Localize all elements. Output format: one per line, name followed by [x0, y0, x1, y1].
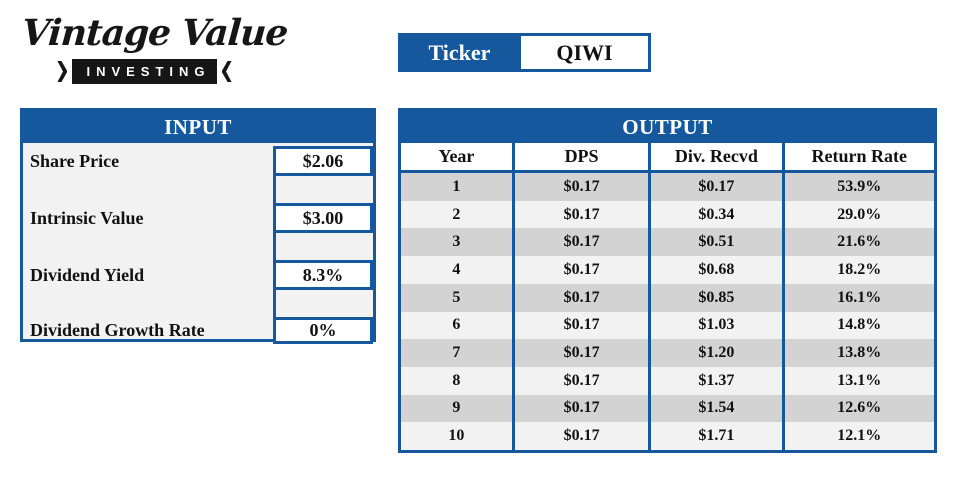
table-cell: $0.17 — [648, 173, 781, 201]
table-cell: 21.6% — [781, 228, 934, 257]
share-price-value-cell[interactable]: $2.06 — [273, 146, 373, 176]
intrinsic-value-label: Intrinsic Value — [30, 207, 144, 228]
table-cell: $0.34 — [648, 200, 781, 229]
table-cell: $0.68 — [648, 256, 781, 284]
table-row: 5 $0.17 $0.85 16.1% — [401, 283, 934, 312]
logo-title: Vintage Value — [20, 12, 289, 54]
table-cell: 29.0% — [781, 200, 934, 229]
table-cell: $0.51 — [648, 228, 781, 257]
table-row: 6 $0.17 $1.03 14.8% — [401, 311, 934, 340]
table-row: 2 $0.17 $0.34 29.0% — [401, 200, 934, 229]
table-cell: $0.17 — [511, 422, 648, 451]
ticker-box: Ticker QIWI — [398, 33, 651, 72]
column-header-return-rate: Return Rate — [781, 143, 934, 170]
intrinsic-value-cell[interactable]: $3.00 — [273, 203, 373, 233]
input-spacer — [23, 176, 373, 203]
input-panel-title: INPUT — [23, 111, 373, 143]
column-header-div-recvd: Div. Recvd — [648, 143, 781, 170]
table-cell: $1.37 — [648, 366, 781, 395]
vintage-value-logo: Vintage Value INVESTING — [20, 8, 289, 84]
table-cell: $1.71 — [648, 422, 781, 451]
output-table-rows: 1 $0.17 $0.17 53.9% 2 $0.17 $0.34 29.0% 3 $0.17 $0… — [401, 173, 934, 451]
table-cell: $0.17 — [511, 173, 648, 201]
share-price-row: Share Price $2.06 — [23, 146, 373, 176]
table-row: 3 $0.17 $0.51 21.6% — [401, 228, 934, 257]
table-cell: 14.8% — [781, 311, 934, 340]
table-cell: 8 — [452, 371, 461, 389]
ticker-value-cell[interactable]: QIWI — [518, 36, 648, 69]
logo-subtitle: INVESTING — [72, 59, 217, 84]
column-header-year: Year — [438, 146, 475, 166]
table-row: 10 $0.17 $1.71 12.1% — [401, 422, 934, 451]
table-cell: 16.1% — [781, 283, 934, 312]
table-cell: $0.17 — [511, 200, 648, 229]
ribbon-right-chevron-icon — [221, 61, 232, 82]
dividend-yield-row: Dividend Yield 8.3% — [23, 260, 373, 290]
ribbon-left-chevron-icon — [57, 61, 68, 82]
input-panel-body: Share Price $2.06 Intrinsic Value $3.00 … — [23, 143, 373, 344]
dividend-growth-rate-row: Dividend Growth Rate 0% — [23, 317, 373, 344]
output-panel: OUTPUT Year DPS Div. Recvd Return Rate 1… — [398, 108, 937, 453]
table-cell: 13.1% — [781, 366, 934, 395]
share-price-label: Share Price — [30, 150, 120, 171]
dividend-growth-rate-label: Dividend Growth Rate — [30, 320, 205, 340]
table-cell: 12.6% — [781, 394, 934, 423]
input-spacer — [23, 290, 373, 317]
table-cell: 12.1% — [781, 422, 934, 451]
table-cell: $0.17 — [511, 228, 648, 257]
table-cell: $0.17 — [511, 339, 648, 367]
table-row: 9 $0.17 $1.54 12.6% — [401, 394, 934, 423]
output-panel-title: OUTPUT — [401, 111, 934, 143]
table-cell: 4 — [452, 260, 461, 278]
table-row: 1 $0.17 $0.17 53.9% — [401, 173, 934, 201]
table-cell: $0.85 — [648, 283, 781, 312]
intrinsic-value-row: Intrinsic Value $3.00 — [23, 203, 373, 233]
table-cell: $0.17 — [511, 366, 648, 395]
table-cell: 6 — [452, 316, 461, 334]
table-cell: 53.9% — [781, 173, 934, 201]
table-cell: $0.17 — [511, 283, 648, 312]
logo-banner: INVESTING — [22, 59, 267, 84]
table-cell: 5 — [452, 288, 461, 306]
table-cell: 10 — [448, 427, 465, 445]
input-value-column-divider — [273, 290, 373, 317]
table-cell: 7 — [452, 344, 461, 362]
output-table-header: Year DPS Div. Recvd Return Rate — [401, 143, 934, 173]
table-row: 4 $0.17 $0.68 18.2% — [401, 256, 934, 284]
input-value-column-divider — [273, 176, 373, 203]
table-cell: 2 — [452, 205, 461, 223]
table-cell: $0.17 — [511, 311, 648, 340]
dividend-yield-value-cell[interactable]: 8.3% — [273, 260, 373, 290]
table-cell: $1.20 — [648, 339, 781, 367]
table-row: 7 $0.17 $1.20 13.8% — [401, 339, 934, 367]
input-spacer — [23, 233, 373, 260]
table-cell: $1.54 — [648, 394, 781, 423]
table-cell: 9 — [452, 399, 461, 417]
table-cell: 3 — [452, 233, 461, 251]
table-row: 8 $0.17 $1.37 13.1% — [401, 366, 934, 395]
table-cell: 1 — [452, 177, 461, 195]
ticker-label: Ticker — [401, 36, 518, 69]
table-cell: 13.8% — [781, 339, 934, 367]
table-cell: $1.03 — [648, 311, 781, 340]
input-panel: INPUT Share Price $2.06 Intrinsic Value … — [20, 108, 376, 344]
table-cell: 18.2% — [781, 256, 934, 284]
dividend-growth-rate-value-cell[interactable]: 0% — [273, 317, 373, 344]
table-cell: $0.17 — [511, 394, 648, 423]
input-value-column-divider — [273, 233, 373, 260]
table-cell: $0.17 — [511, 256, 648, 284]
column-header-dps: DPS — [511, 143, 648, 170]
dividend-yield-label: Dividend Yield — [30, 264, 145, 285]
